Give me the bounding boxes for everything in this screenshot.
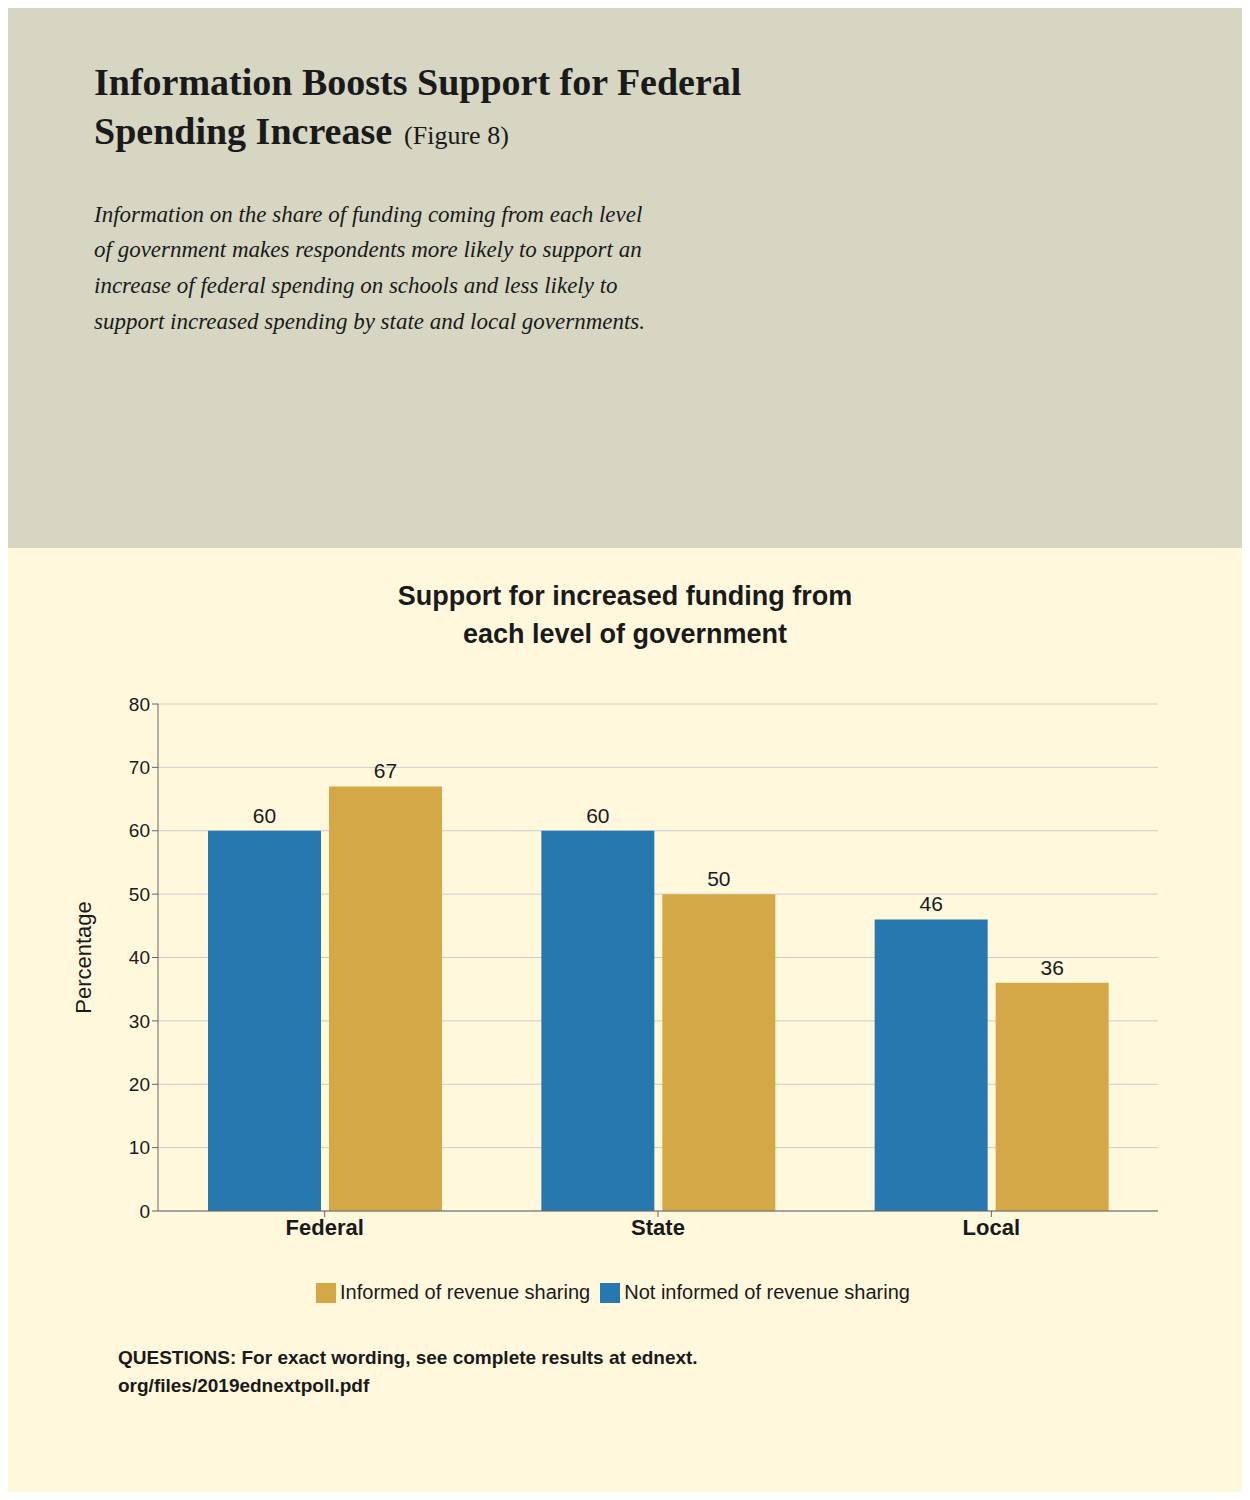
html-text:Information Boosts Support for: Information Boosts Support for Federal (94, 61, 742, 103)
svg-text:Percentage: Percentage (71, 901, 96, 1014)
html-text:Support for increased funding: Support for increased funding from each … (397, 581, 853, 649)
svg-text:80: 80 (129, 693, 150, 714)
html-text:QUESTIONS: For exact wording,: QUESTIONS: For exact wording, see comple… (118, 1346, 698, 1397)
svg-text:60: 60 (253, 803, 276, 826)
svg-text:0: 0 (139, 1200, 150, 1221)
svg-text:Federal: Federal (286, 1214, 364, 1239)
html-text:Not informed of revenue sharin: Not informed of revenue sharing (624, 1280, 910, 1303)
svg-text:50: 50 (707, 867, 730, 890)
svg-text:Local: Local (963, 1214, 1020, 1239)
svg-text:60: 60 (586, 803, 609, 826)
svg-text:50: 50 (129, 883, 150, 904)
svg-text:State: State (631, 1214, 685, 1239)
svg-text:36: 36 (1040, 955, 1063, 978)
svg-text:46: 46 (919, 892, 942, 915)
svg-text:67: 67 (374, 759, 397, 782)
svg-text:20: 20 (129, 1074, 150, 1095)
svg-text:10: 10 (129, 1137, 150, 1158)
svg-text:40: 40 (129, 947, 150, 968)
svg-text:30: 30 (129, 1010, 150, 1031)
html-text:Spending Increase (Figure 8): Spending Increase (Figure 8) (94, 110, 509, 153)
html-text:Informed of revenue sharing: Informed of revenue sharing (340, 1280, 591, 1303)
html-text:Information on the share of fu: Information on the share of funding comi… (94, 201, 646, 334)
svg-text:70: 70 (129, 757, 150, 778)
svg-text:60: 60 (129, 820, 150, 841)
